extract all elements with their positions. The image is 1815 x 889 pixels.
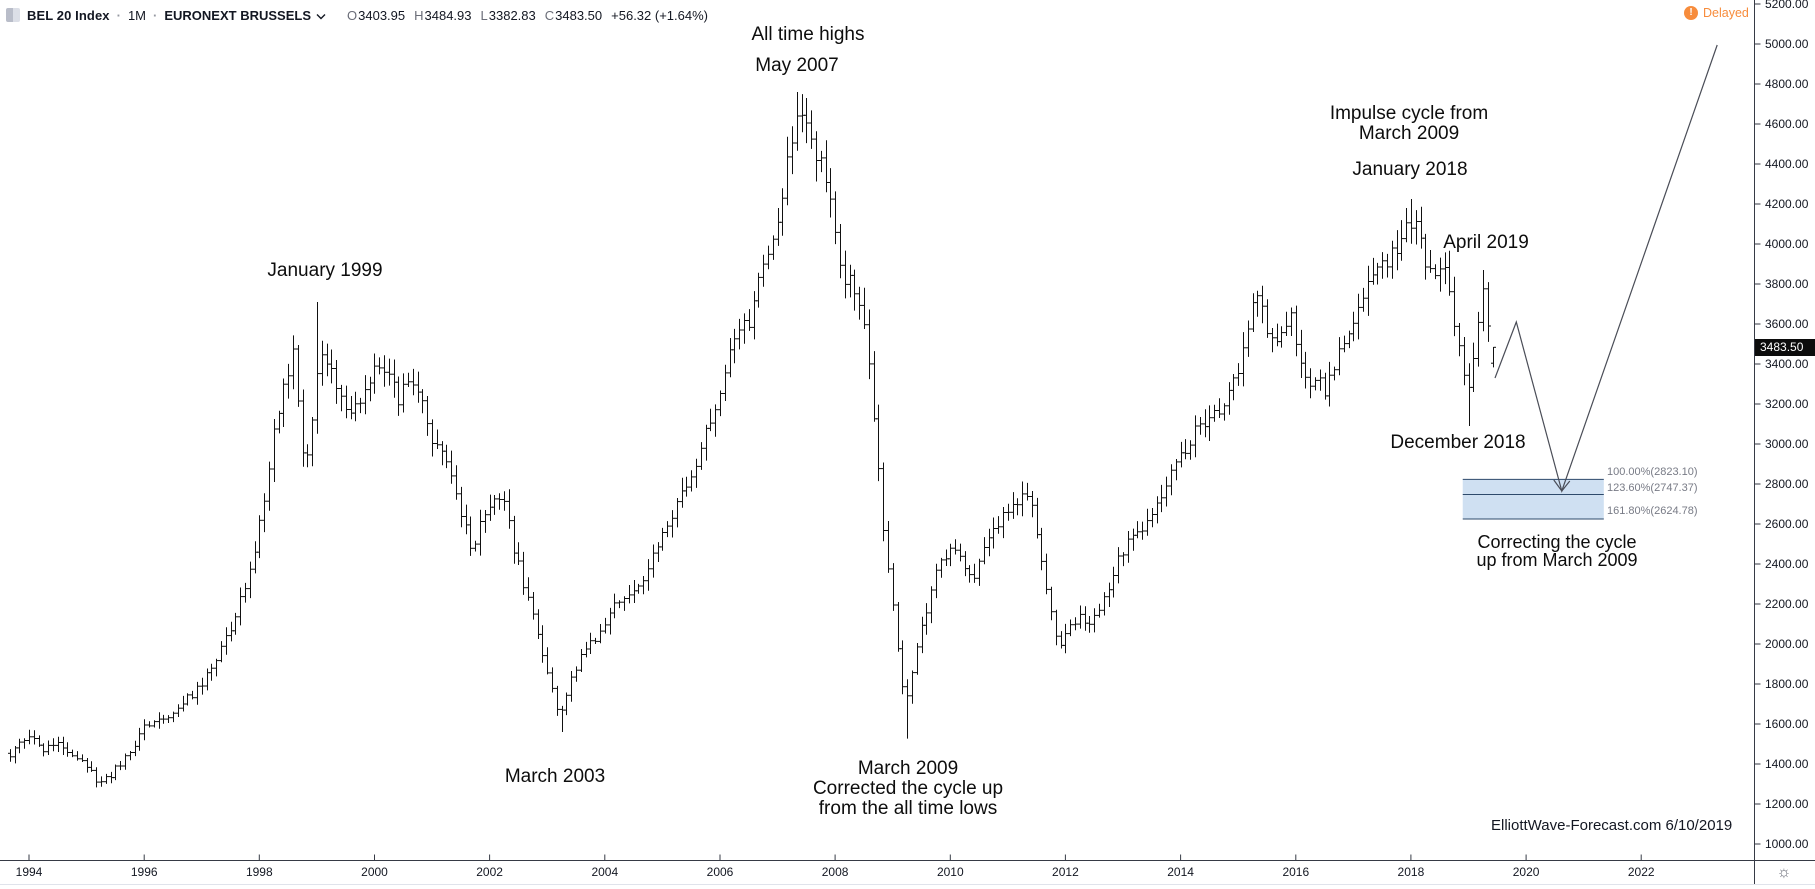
separator-dot: · bbox=[116, 7, 121, 23]
time-axis-label: 2010 bbox=[937, 865, 964, 879]
time-axis-label: 2022 bbox=[1628, 865, 1655, 879]
change-value: +56.32 (+1.64%) bbox=[611, 7, 708, 23]
annotation-january-1999[interactable]: January 1999 bbox=[267, 260, 383, 281]
price-axis-label: 2400.00 bbox=[1765, 557, 1809, 571]
symbol-name[interactable]: BEL 20 Index bbox=[27, 7, 110, 23]
annotation-january-2018[interactable]: January 2018 bbox=[1352, 159, 1468, 180]
time-axis-label: 2020 bbox=[1513, 865, 1540, 879]
annotation-line: Impulse cycle from bbox=[1329, 103, 1489, 124]
time-axis-label: 2018 bbox=[1398, 865, 1425, 879]
price-axis-label: 1800.00 bbox=[1765, 677, 1809, 691]
annotation-line: Corrected the cycle up bbox=[812, 778, 1004, 799]
time-axis[interactable]: 1994 1996 1998 2000 2002 2004 2006 2008 2010 2012… bbox=[16, 854, 1655, 880]
price-axis[interactable]: 5200.00 5000.00 4800.00 4600.00 4400.00 4200.… bbox=[1754, 0, 1809, 851]
time-axis-label: 2014 bbox=[1167, 865, 1194, 879]
time-axis-label: 2008 bbox=[822, 865, 849, 879]
price-axis-label: 3600.00 bbox=[1765, 317, 1809, 331]
annotation-december-2018[interactable]: December 2018 bbox=[1390, 432, 1526, 453]
annotation-line: March 2009 bbox=[857, 758, 959, 779]
time-axis-label: 2006 bbox=[707, 865, 734, 879]
price-axis-label: 4600.00 bbox=[1765, 117, 1809, 131]
price-axis-label: 2600.00 bbox=[1765, 517, 1809, 531]
high-value: 3484.93 bbox=[424, 7, 472, 23]
annotation-impulse-cycle-block[interactable]: Impulse cycle from March 2009 bbox=[1330, 104, 1488, 144]
annotation-april-2019[interactable]: April 2019 bbox=[1443, 232, 1529, 253]
chevron-down-icon[interactable] bbox=[316, 8, 326, 23]
open-value: 3403.95 bbox=[358, 7, 406, 23]
annotation-line: Correcting the cycle bbox=[1477, 532, 1637, 552]
time-axis-label: 2004 bbox=[591, 865, 618, 879]
projection-path-drawing[interactable] bbox=[1494, 44, 1718, 494]
annotation-line: from the all time lows bbox=[818, 798, 998, 819]
symbol-logo-icon bbox=[6, 8, 20, 22]
delayed-icon: ! bbox=[1684, 6, 1698, 20]
delayed-badge[interactable]: ! Delayed bbox=[1684, 6, 1749, 20]
time-axis-label: 2012 bbox=[1052, 865, 1079, 879]
price-axis-label: 3800.00 bbox=[1765, 277, 1809, 291]
price-axis-label: 3000.00 bbox=[1765, 437, 1809, 451]
time-axis-label: 2000 bbox=[361, 865, 388, 879]
price-axis-label: 4400.00 bbox=[1765, 157, 1809, 171]
price-axis-label: 4800.00 bbox=[1765, 77, 1809, 91]
price-axis-label: 1200.00 bbox=[1765, 797, 1809, 811]
price-axis-label: 1600.00 bbox=[1765, 717, 1809, 731]
price-axis-label: 1000.00 bbox=[1765, 837, 1809, 851]
interval-label[interactable]: 1M bbox=[127, 7, 147, 23]
time-axis-label: 1998 bbox=[246, 865, 273, 879]
price-axis-label: 4200.00 bbox=[1765, 197, 1809, 211]
price-axis-label: 3200.00 bbox=[1765, 397, 1809, 411]
price-axis-label: 4000.00 bbox=[1765, 237, 1809, 251]
time-axis-label: 1996 bbox=[131, 865, 158, 879]
price-axis-label: 5000.00 bbox=[1765, 37, 1809, 51]
annotation-all-time-highs[interactable]: All time highs bbox=[751, 24, 865, 45]
fib-level-label-100[interactable]: 100.00%(2823.10) bbox=[1607, 466, 1698, 478]
price-axis-label: 2800.00 bbox=[1765, 477, 1809, 491]
fib-extension-drawing[interactable] bbox=[1462, 478, 1604, 520]
symbol-header: BEL 20 Index · 1M · EURONEXT BRUSSELS O3… bbox=[6, 6, 708, 24]
watermark-text: ElliottWave-Forecast.com 6/10/2019 bbox=[1491, 817, 1733, 834]
time-axis-label: 1994 bbox=[16, 865, 43, 879]
ohlc-readout: O3403.95 H3484.93 L3382.83 C3483.50 +56.… bbox=[347, 7, 708, 23]
fib-level-label-123[interactable]: 123.60%(2747.37) bbox=[1607, 482, 1698, 494]
annotation-line: March 2009 bbox=[1358, 123, 1460, 144]
annotation-march-2009-block[interactable]: March 2009 Corrected the cycle up from t… bbox=[813, 759, 1003, 819]
annotation-march-2003[interactable]: March 2003 bbox=[504, 766, 606, 787]
price-axis-label: 2000.00 bbox=[1765, 637, 1809, 651]
price-axis-label: 3400.00 bbox=[1765, 357, 1809, 371]
delayed-label: Delayed bbox=[1703, 6, 1749, 20]
annotation-may-2007[interactable]: May 2007 bbox=[755, 55, 839, 76]
price-axis-label: 1400.00 bbox=[1765, 757, 1809, 771]
settings-gear-icon[interactable]: ☼ bbox=[1776, 864, 1792, 881]
price-axis-label: 2200.00 bbox=[1765, 597, 1809, 611]
fib-level-label-161[interactable]: 161.80%(2624.78) bbox=[1607, 505, 1698, 517]
separator-dot: · bbox=[153, 7, 158, 23]
time-axis-label: 2016 bbox=[1282, 865, 1309, 879]
price-bars bbox=[8, 92, 1496, 788]
close-value: 3483.50 bbox=[555, 7, 603, 23]
annotation-line: up from March 2009 bbox=[1476, 550, 1638, 570]
low-value: 3382.83 bbox=[488, 7, 536, 23]
price-axis-label: 5200.00 bbox=[1765, 0, 1809, 11]
time-axis-label: 2002 bbox=[476, 865, 503, 879]
exchange-name[interactable]: EURONEXT BRUSSELS bbox=[164, 7, 311, 23]
last-price-tag: 3483.50 bbox=[1755, 339, 1815, 356]
annotation-correcting-cycle-block[interactable]: Correcting the cycle up from March 2009 bbox=[1476, 533, 1637, 569]
